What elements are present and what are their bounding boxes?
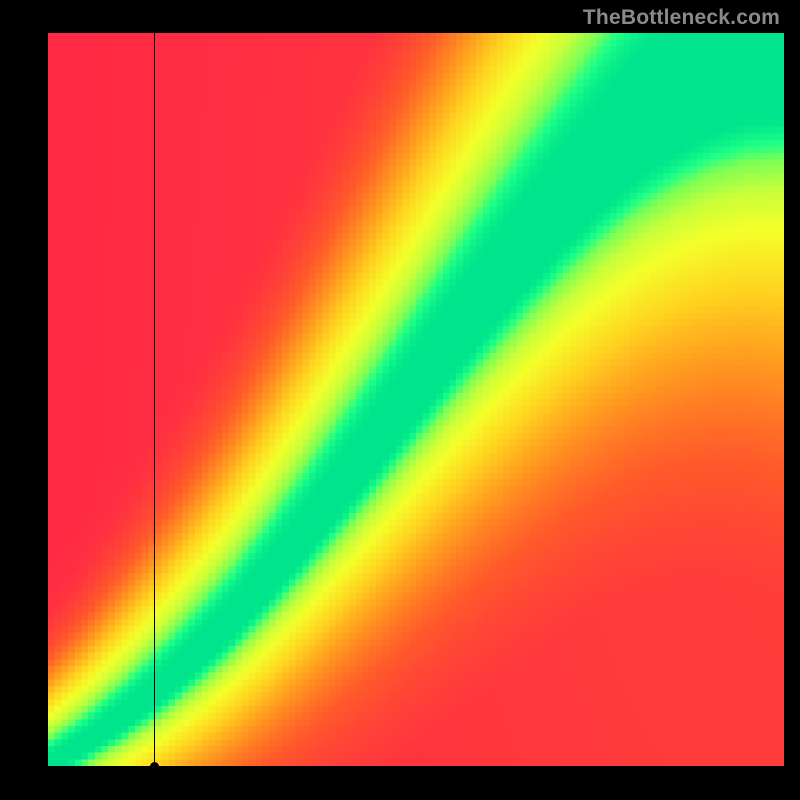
bottleneck-heatmap [48,33,784,766]
marker-dot [150,762,159,771]
chart-container: { "watermark": { "text": "TheBottleneck.… [0,0,800,800]
watermark-text: TheBottleneck.com [583,6,780,30]
marker-vertical-line [154,33,155,766]
y-axis-line [45,33,48,766]
